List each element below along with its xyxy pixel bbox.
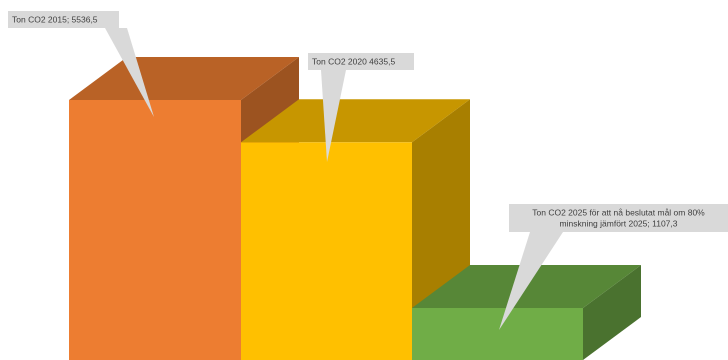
bar-2020 — [241, 99, 470, 360]
bar-top-face — [69, 57, 299, 100]
bar-top-face — [241, 99, 470, 143]
data-label-text: Ton CO2 2025 för att nå beslutat mål om … — [532, 208, 705, 218]
bar-front-face — [412, 308, 583, 360]
callout-box — [8, 11, 119, 28]
callout-box — [509, 204, 728, 232]
data-label-text: minskning jämfört 2025; 1107,3 — [560, 219, 678, 229]
bar-front-face — [69, 100, 241, 360]
callout-box — [308, 53, 414, 70]
bar-front-face — [241, 142, 412, 360]
data-label-text: Ton CO2 2020 4635,5 — [312, 57, 395, 67]
callout-pointer — [105, 28, 154, 117]
callout-pointer — [321, 70, 346, 162]
callout-pointer — [499, 232, 563, 330]
bar-side-face — [583, 265, 641, 360]
data-label-text: Ton CO2 2015; 5536,5 — [12, 15, 98, 25]
data-label-2015: Ton CO2 2015; 5536,5 — [8, 11, 154, 117]
data-label-2020: Ton CO2 2020 4635,5 — [308, 53, 414, 162]
data-label-2025: Ton CO2 2025 för att nå beslutat mål om … — [499, 204, 728, 330]
